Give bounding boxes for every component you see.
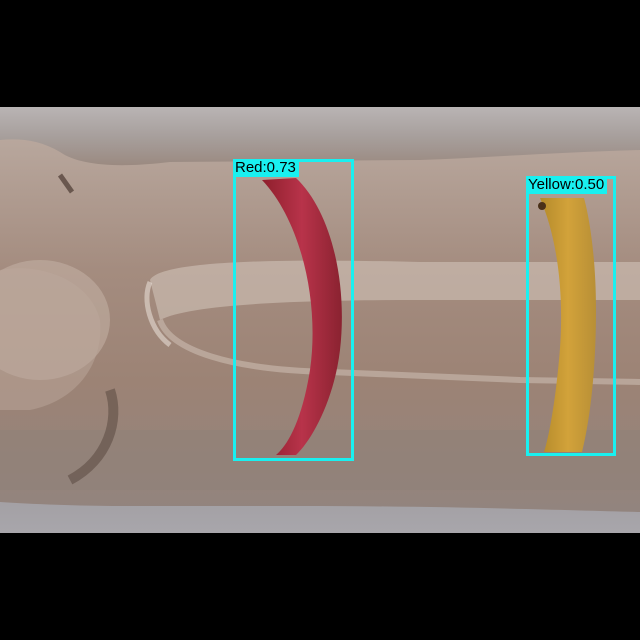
detection-label-yellow: Yellow:0.50 (526, 176, 608, 194)
detection-box-red: Red:0.73 (233, 159, 354, 461)
detection-label-red: Red:0.73 (233, 159, 299, 177)
detection-box-yellow: Yellow:0.50 (526, 176, 616, 456)
